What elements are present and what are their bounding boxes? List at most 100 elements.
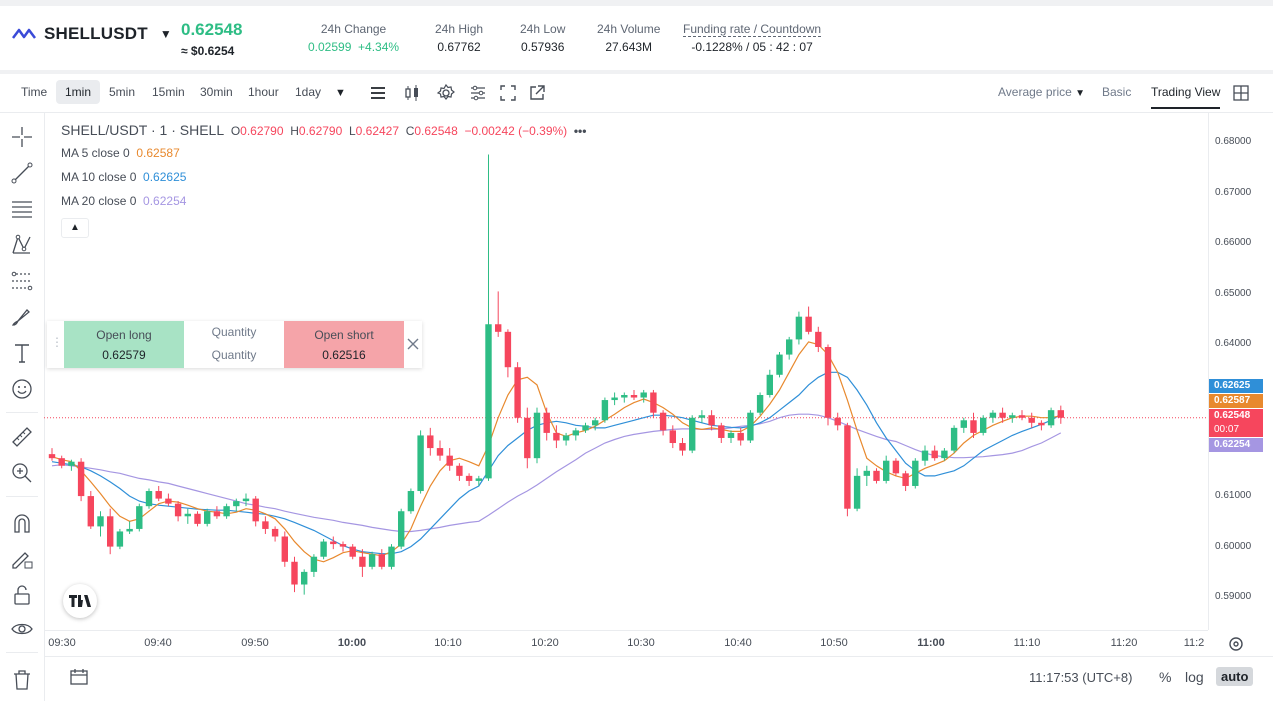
collapse-legend-button[interactable]: ▲ xyxy=(61,218,89,238)
quick-order-panel: ⋮⋮ Open long 0.62579 Quantity Quantity O… xyxy=(47,321,422,368)
candle-type-icon[interactable] xyxy=(402,83,422,103)
candle-body xyxy=(650,392,657,413)
price-type-select[interactable]: Average price ▼ xyxy=(998,85,1085,99)
divider xyxy=(6,412,38,413)
zoom-in-icon[interactable] xyxy=(10,461,34,485)
log-toggle[interactable]: log xyxy=(1185,669,1204,685)
candle-body xyxy=(989,412,997,418)
last-price-block: 0.62548 ≈ $0.6254 xyxy=(181,20,242,58)
chart-pane[interactable] xyxy=(44,112,1208,630)
clock-timezone[interactable]: 11:17:53 (UTC+8) xyxy=(1029,670,1133,685)
candle-body xyxy=(863,470,870,476)
ma-value: 0.62254 xyxy=(143,194,187,208)
interval-time[interactable]: Time xyxy=(21,85,48,99)
legend-ma5[interactable]: MA 5 close 0 0.62587 xyxy=(61,146,586,170)
interval-more-icon[interactable]: ▼ xyxy=(335,87,346,99)
legend-change: −0.00242 (−0.39%) xyxy=(464,124,568,138)
ma5-line xyxy=(51,341,1061,563)
layout-grid-icon[interactable] xyxy=(1231,83,1251,103)
candle-body xyxy=(873,470,880,481)
horizontal-lines-icon[interactable] xyxy=(10,197,34,221)
candle-body xyxy=(204,511,211,524)
symbol-selector[interactable]: SHELLUSDT ▼ xyxy=(12,24,172,44)
eye-icon[interactable] xyxy=(10,617,34,641)
close-icon[interactable] xyxy=(406,337,420,351)
pencil-lock-icon[interactable] xyxy=(10,547,34,571)
tab-basic[interactable]: Basic xyxy=(1102,85,1132,99)
candle-body xyxy=(766,374,773,396)
candle-body xyxy=(960,420,967,428)
interval-1hour[interactable]: 1hour xyxy=(248,85,279,99)
candle-body xyxy=(950,427,958,451)
candle-body xyxy=(815,331,822,347)
legend-ma20[interactable]: MA 20 close 0 0.62254 xyxy=(61,194,586,218)
open-long-button[interactable]: Open long 0.62579 xyxy=(64,321,184,368)
percent-toggle[interactable]: % xyxy=(1159,669,1172,685)
brush-icon[interactable] xyxy=(10,305,34,329)
fullscreen-icon[interactable] xyxy=(498,83,518,103)
external-link-icon[interactable] xyxy=(527,83,547,103)
legend-l-label: L xyxy=(348,124,356,138)
chart-settings-icon[interactable] xyxy=(1228,636,1244,652)
ma-value: 0.62587 xyxy=(136,146,180,160)
candle-body xyxy=(1038,422,1045,426)
auto-scale-toggle[interactable]: auto xyxy=(1216,667,1254,686)
menu-icon[interactable] xyxy=(368,83,388,103)
indicators-icon[interactable] xyxy=(468,83,488,103)
price-tick-label: 0.65000 xyxy=(1215,287,1252,299)
crosshair-icon[interactable] xyxy=(10,125,34,149)
candle-body xyxy=(359,556,366,567)
stat-24h-volume: 24h Volume 27.643M xyxy=(597,22,660,54)
lock-icon[interactable] xyxy=(10,583,34,607)
stat-funding-rate[interactable]: Funding rate / Countdown -0.1228% / 05 :… xyxy=(683,22,822,54)
interval-1min[interactable]: 1min xyxy=(56,80,101,104)
price-axis[interactable]: 0.68000 0.67000 0.66000 0.65000 0.64000 0.610… xyxy=(1208,112,1273,630)
magnet-icon[interactable] xyxy=(10,511,34,535)
candlestick-chart[interactable] xyxy=(44,112,1208,630)
time-axis[interactable]: 09:30 09:40 09:50 10:00 10:10 10:20 10:30 10:40… xyxy=(44,630,1208,657)
date-range-icon[interactable] xyxy=(69,667,91,687)
price-tag: 0.62587 xyxy=(1209,394,1263,408)
gear-icon[interactable] xyxy=(436,83,456,103)
price-tag-value: 0.62625 xyxy=(1214,380,1251,391)
open-short-button[interactable]: Open short 0.62516 xyxy=(284,321,404,368)
candle-body xyxy=(262,521,269,529)
chevron-down-icon: ▼ xyxy=(159,27,172,41)
emoji-icon[interactable] xyxy=(10,377,34,401)
candle-body xyxy=(669,430,676,444)
candle-body xyxy=(475,478,482,481)
candle-body xyxy=(174,503,182,517)
symbol-name: SHELLUSDT xyxy=(44,24,148,43)
candle-body xyxy=(689,417,696,451)
interval-30min[interactable]: 30min xyxy=(200,85,233,99)
time-tick-label: 10:50 xyxy=(820,637,848,649)
time-tick-label: 11:2 xyxy=(1183,637,1205,649)
candle-body xyxy=(747,412,754,441)
legend-open: 0.62790 xyxy=(240,124,284,138)
stat-24h-low: 24h Low 0.57936 xyxy=(520,22,565,54)
interval-5min[interactable]: 5min xyxy=(109,85,136,99)
stat-value: 0.02599 +4.34% xyxy=(308,40,400,54)
text-icon[interactable] xyxy=(10,341,34,365)
legend-ma10[interactable]: MA 10 close 0 0.62625 xyxy=(61,170,586,194)
candle-body xyxy=(456,465,463,476)
trash-icon[interactable] xyxy=(10,668,34,692)
tab-trading-view[interactable]: Trading View xyxy=(1151,85,1221,109)
interval-1day[interactable]: 1day xyxy=(295,85,322,99)
trend-line-icon[interactable] xyxy=(10,161,34,185)
candle-body xyxy=(504,331,512,368)
interval-15min[interactable]: 15min xyxy=(152,85,185,99)
pattern-icon[interactable] xyxy=(10,233,34,257)
candle-body xyxy=(844,425,851,509)
tradingview-logo[interactable] xyxy=(63,584,97,618)
quantity-field[interactable]: Quantity Quantity xyxy=(194,321,274,368)
candle-body xyxy=(786,339,793,355)
candle-body xyxy=(485,324,492,479)
fib-icon[interactable] xyxy=(10,269,34,293)
more-icon[interactable]: ••• xyxy=(573,124,587,138)
time-tick-label: 11:10 xyxy=(1013,637,1041,649)
candle-body xyxy=(126,528,133,532)
stat-value: -0.1228% / 05 : 42 : 07 xyxy=(691,40,813,54)
ruler-icon[interactable] xyxy=(10,425,34,449)
ma-label: MA 20 close 0 xyxy=(61,194,137,208)
